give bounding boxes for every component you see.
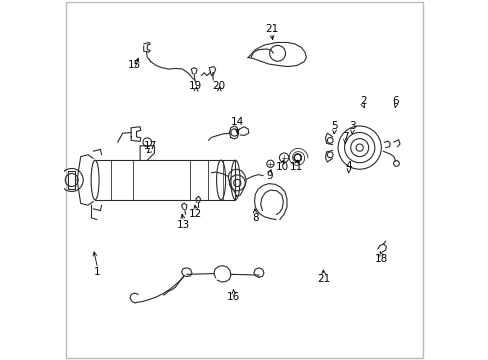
- Text: 5: 5: [330, 121, 337, 131]
- Text: 11: 11: [289, 162, 303, 172]
- Text: 7: 7: [341, 132, 348, 142]
- Text: 21: 21: [316, 274, 330, 284]
- Text: 16: 16: [226, 292, 240, 302]
- Text: 10: 10: [275, 162, 288, 172]
- Text: 2: 2: [359, 96, 366, 106]
- Text: 19: 19: [189, 81, 202, 91]
- Text: 12: 12: [189, 209, 202, 219]
- Text: 3: 3: [348, 121, 355, 131]
- Text: 20: 20: [212, 81, 225, 91]
- Text: 8: 8: [251, 213, 258, 223]
- Text: 1: 1: [94, 267, 101, 277]
- Text: 4: 4: [345, 161, 351, 171]
- Text: 17: 17: [144, 141, 157, 151]
- Text: 6: 6: [391, 96, 398, 106]
- Text: 21: 21: [264, 24, 278, 34]
- Text: 9: 9: [266, 171, 272, 181]
- Text: 13: 13: [176, 220, 189, 230]
- Text: 18: 18: [374, 254, 387, 264]
- Text: 15: 15: [128, 60, 141, 70]
- Text: 14: 14: [230, 117, 244, 127]
